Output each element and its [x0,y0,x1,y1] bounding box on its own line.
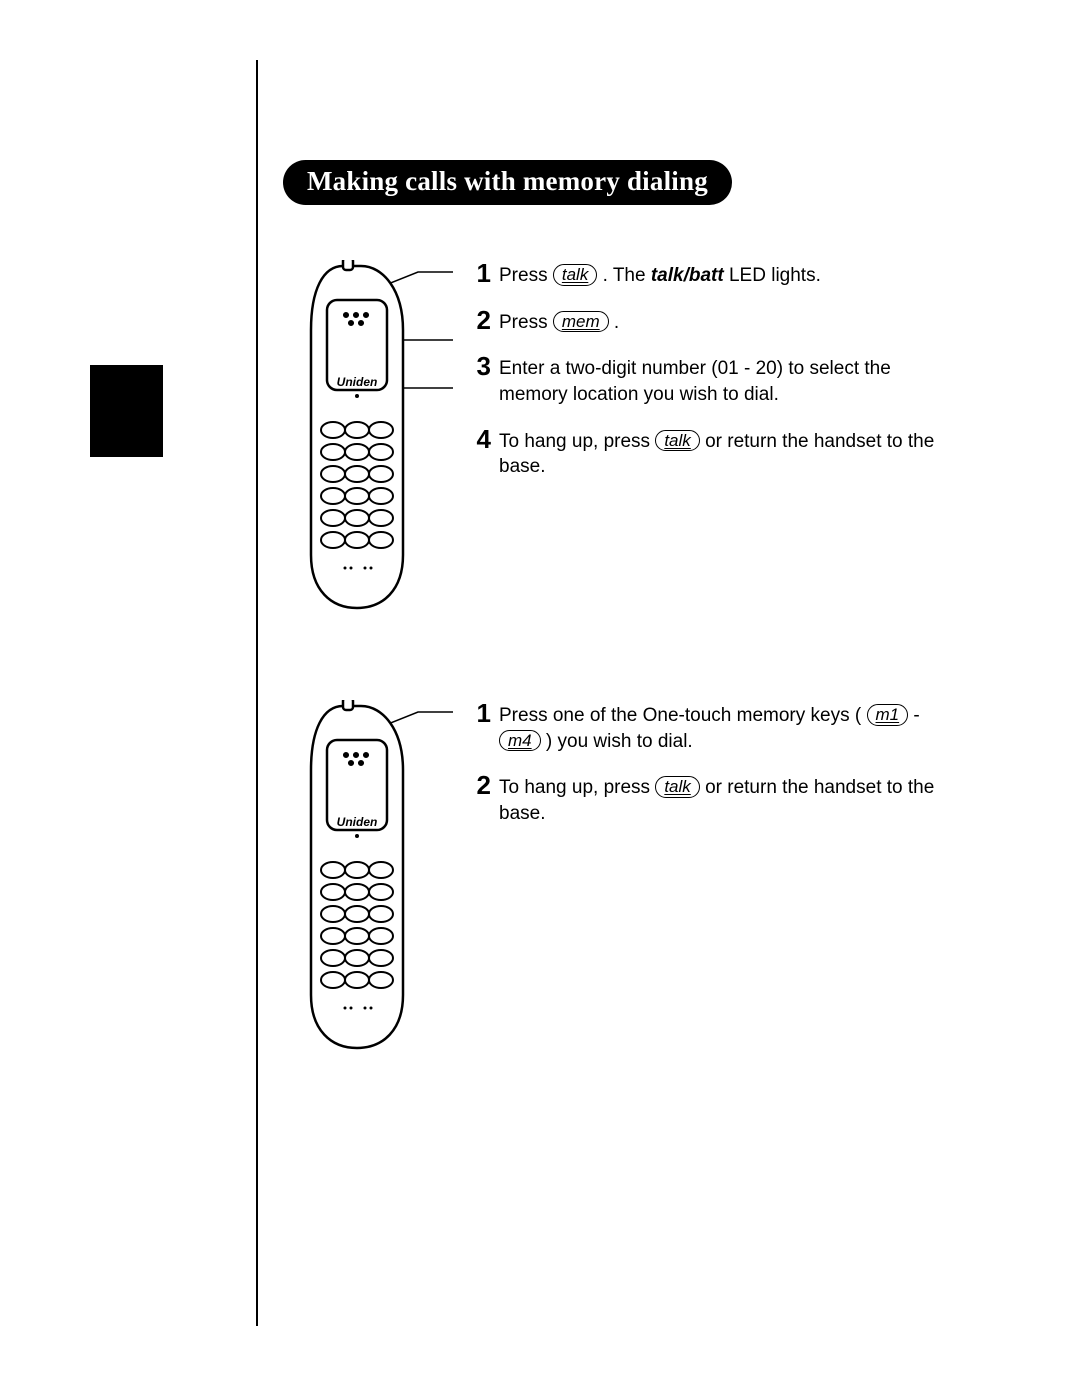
one-touch-section: Uniden [283,690,950,845]
text: Press [499,312,553,333]
text: . [614,312,619,333]
brand-label: Uniden [337,815,378,829]
vertical-rule [256,60,258,1326]
step-number: 2 [463,307,491,336]
text-bold: talk/batt [651,265,724,286]
page-title: Making calls with memory dialing [283,160,732,205]
step-number: 4 [463,426,491,480]
step-number: 1 [463,700,491,754]
key-label: talk [553,264,597,286]
step: 2 Press mem . [463,307,950,336]
step-text: Press mem . [499,307,950,336]
step-text: To hang up, press talk or return the han… [499,772,950,826]
step-text: Enter a two-digit number (01 - 20) to se… [499,353,950,407]
step: 1 Press one of the One-touch memory keys… [463,700,950,754]
step: 3 Enter a two-digit number (01 - 20) to … [463,353,950,407]
key-label: talk [655,430,699,452]
step-number: 3 [463,353,491,407]
text: ) you wish to dial. [546,731,693,752]
step-text: To hang up, press talk or return the han… [499,426,950,480]
key-label: mem [553,311,609,333]
side-tab [90,365,163,457]
step: 1 Press talk . The talk/batt LED lights. [463,260,950,289]
text: Press one of the One-touch memory keys ( [499,705,867,726]
step-number: 2 [463,772,491,826]
step-text: Press one of the One-touch memory keys (… [499,700,950,754]
step: 4 To hang up, press talk or return the h… [463,426,950,480]
key-label: m4 [499,730,541,752]
key-label: talk [655,776,699,798]
text: To hang up, press [499,431,655,452]
text: Press [499,265,553,286]
text: To hang up, press [499,777,655,798]
text: . The [603,265,651,286]
step: 2 To hang up, press talk or return the h… [463,772,950,826]
text: - [913,705,919,726]
text: LED lights. [729,265,821,286]
memory-dial-section: Uniden [283,250,950,498]
key-label: m1 [867,704,909,726]
step-text: Press talk . The talk/batt LED lights. [499,260,950,289]
step-number: 1 [463,260,491,289]
handset-illustration: Uniden [283,700,453,1060]
handset-illustration: Uniden [283,260,453,620]
brand-label: Uniden [337,375,378,389]
